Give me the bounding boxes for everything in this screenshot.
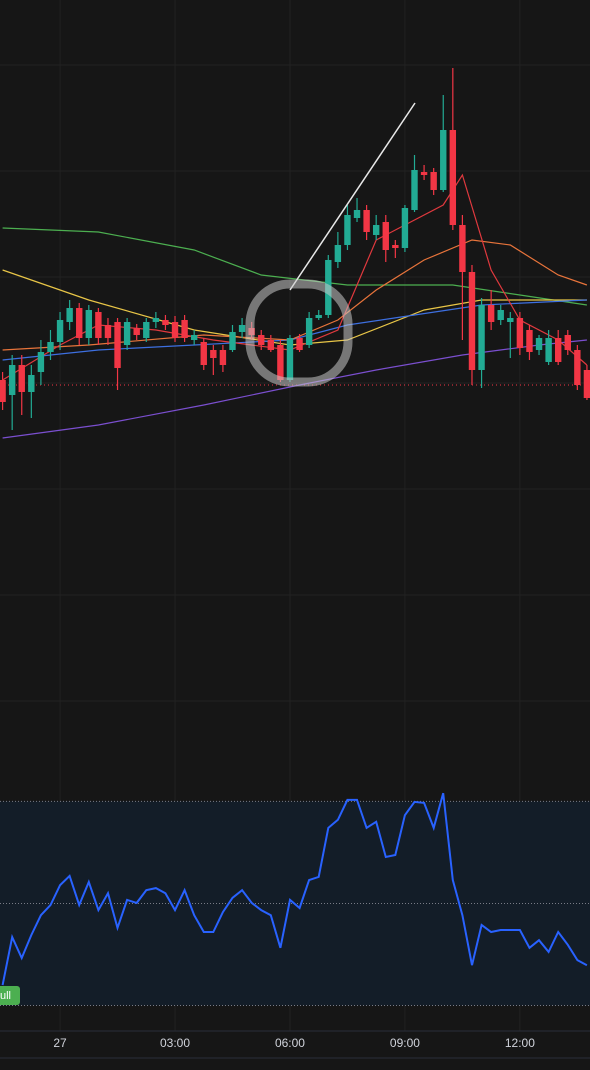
candle-body (440, 130, 447, 190)
x-tick-label: 06:00 (275, 1036, 305, 1050)
moving-average (2, 339, 587, 439)
candle-body (507, 318, 514, 322)
candle-body (258, 335, 265, 345)
candle-body (305, 318, 313, 345)
candle-body (104, 325, 112, 338)
candle-body (28, 375, 35, 392)
candle-body (459, 225, 466, 272)
candle-body (114, 322, 121, 368)
plot: 27 03:00 06:00 09:00 12:00 ull (0, 68, 590, 1050)
candle-body (171, 322, 179, 338)
candle-body (334, 245, 342, 262)
candle-body (286, 338, 294, 380)
candle-body (8, 365, 16, 395)
candle-body (315, 315, 322, 318)
candle-body (190, 335, 198, 340)
candle-body (478, 305, 485, 370)
candle-body (401, 208, 409, 248)
candle-body (181, 320, 188, 338)
candle-body (449, 130, 457, 225)
candle-body (162, 320, 169, 325)
candle-body (487, 305, 495, 322)
candle-body (95, 312, 102, 338)
candle-body (47, 342, 54, 352)
trend-line (289, 102, 416, 291)
candle-body (18, 365, 25, 392)
highlight-circle (245, 279, 353, 387)
candle-body (535, 338, 543, 350)
badge (0, 986, 20, 1005)
candle-body (143, 322, 150, 338)
candle-body (468, 272, 476, 370)
indicator-line (1, 792, 588, 986)
candle-body (210, 350, 217, 358)
candle-body (152, 318, 160, 322)
candle-body (516, 318, 524, 348)
candle-body (229, 332, 236, 350)
candle-body (76, 308, 83, 338)
candle-body (238, 325, 246, 332)
candle-body (526, 330, 533, 352)
candle-body (296, 338, 303, 350)
candle-body (430, 172, 437, 190)
candle-body (219, 350, 227, 365)
candle-body (392, 245, 399, 248)
candle-body (85, 310, 93, 338)
candle-body (420, 172, 428, 175)
x-tick-label: 12:00 (505, 1036, 535, 1050)
candle-body (363, 210, 370, 232)
candle-body (574, 350, 581, 385)
candle-body (123, 322, 131, 345)
candle-body (66, 308, 73, 322)
candle-body (37, 352, 45, 372)
x-tick-label: 03:00 (160, 1036, 190, 1050)
badge-label: ull (0, 990, 11, 1002)
candle-body (583, 370, 590, 398)
x-tick-label: 09:00 (390, 1036, 420, 1050)
candle-body (277, 345, 284, 380)
moving-average (2, 239, 588, 351)
candle-body (382, 222, 389, 250)
candle-body (0, 380, 6, 402)
x-tick-label: 27 (53, 1036, 67, 1050)
candle-body (267, 340, 275, 350)
candle-body (411, 170, 418, 210)
candle-body (56, 320, 64, 342)
candle-body (545, 338, 552, 362)
candle-body (344, 215, 351, 245)
candle-body (554, 338, 562, 362)
candle-body (353, 210, 361, 218)
candle-body (200, 342, 207, 365)
candle-body (564, 335, 571, 350)
candle-body (372, 225, 380, 235)
candle-body (497, 310, 504, 320)
candle-body (133, 328, 140, 335)
